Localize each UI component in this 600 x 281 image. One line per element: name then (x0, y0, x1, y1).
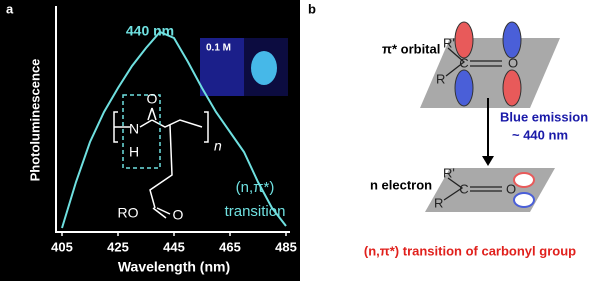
peak-label: 440 nm (126, 23, 174, 39)
y-axis-label: Photoluminescence (27, 59, 42, 182)
bonds (445, 47, 502, 77)
atom: O (147, 91, 158, 107)
transition-label: transition (225, 203, 286, 220)
atom: N (129, 121, 139, 137)
axes (55, 6, 290, 233)
bonds (443, 177, 502, 201)
atom: O (506, 181, 516, 196)
orbital-lobe (502, 69, 522, 107)
atom: RO (118, 205, 139, 221)
atom: R' (443, 165, 455, 180)
atom: R (434, 195, 443, 210)
atom: O (173, 207, 184, 223)
orbital-caption: π* orbital (382, 41, 440, 56)
lone-pair (513, 192, 535, 208)
atom: H (129, 144, 139, 160)
lone-pair (513, 172, 535, 188)
x-tick-label: 445 (163, 239, 185, 254)
x-tick-label: 425 (107, 239, 129, 254)
orbital-lobe (454, 21, 474, 59)
orbital-lobe (502, 21, 522, 59)
footer-caption: (n,π*) transition of carbonyl group (364, 243, 576, 258)
transition-label: (n,π*) (236, 179, 275, 196)
atom: O (508, 55, 518, 70)
x-tick-label: 465 (219, 239, 241, 254)
atom: C (459, 181, 468, 196)
x-tick-label: 405 (51, 239, 73, 254)
x-tick-label: 485 (275, 239, 297, 254)
emission-label: ~ 440 nm (512, 127, 568, 142)
concentration-label: 0.1 M (206, 43, 231, 54)
arrow-head (482, 156, 494, 166)
panel-label: a (6, 1, 14, 16)
photo-vial (200, 38, 244, 96)
x-axis-label: Wavelength (nm) (118, 259, 230, 275)
electron-caption: n electron (370, 177, 432, 192)
atom: C (459, 55, 468, 70)
polymer-structure (113, 94, 209, 219)
panel-label: b (308, 1, 316, 16)
atom: R (436, 71, 445, 86)
gel-glow (251, 51, 277, 85)
repeat-index: n (214, 138, 222, 154)
emission-label: Blue emission (500, 109, 588, 124)
spectrum-line (61, 30, 287, 229)
orbital-lobe (454, 69, 474, 107)
atom: R' (443, 35, 455, 50)
